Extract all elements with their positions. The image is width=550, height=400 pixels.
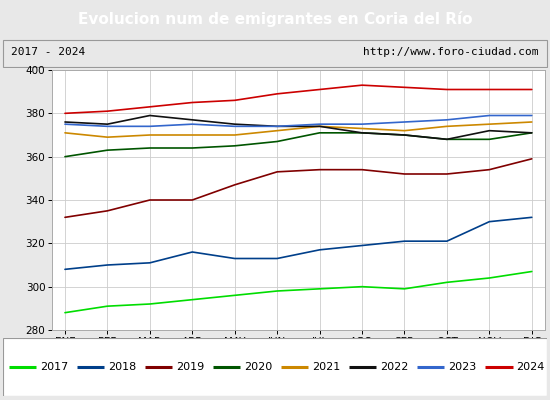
Text: 2019: 2019 xyxy=(176,362,204,372)
Text: 2018: 2018 xyxy=(108,362,136,372)
Text: 2017 - 2024: 2017 - 2024 xyxy=(11,48,85,58)
Text: 2020: 2020 xyxy=(244,362,272,372)
Text: http://www.foro-ciudad.com: http://www.foro-ciudad.com xyxy=(364,48,539,58)
Text: 2021: 2021 xyxy=(312,362,340,372)
Text: 2022: 2022 xyxy=(380,362,409,372)
Text: Evolucion num de emigrantes en Coria del Río: Evolucion num de emigrantes en Coria del… xyxy=(78,11,472,27)
Text: 2017: 2017 xyxy=(40,362,68,372)
Text: 2024: 2024 xyxy=(516,362,544,372)
Text: 2023: 2023 xyxy=(448,362,476,372)
